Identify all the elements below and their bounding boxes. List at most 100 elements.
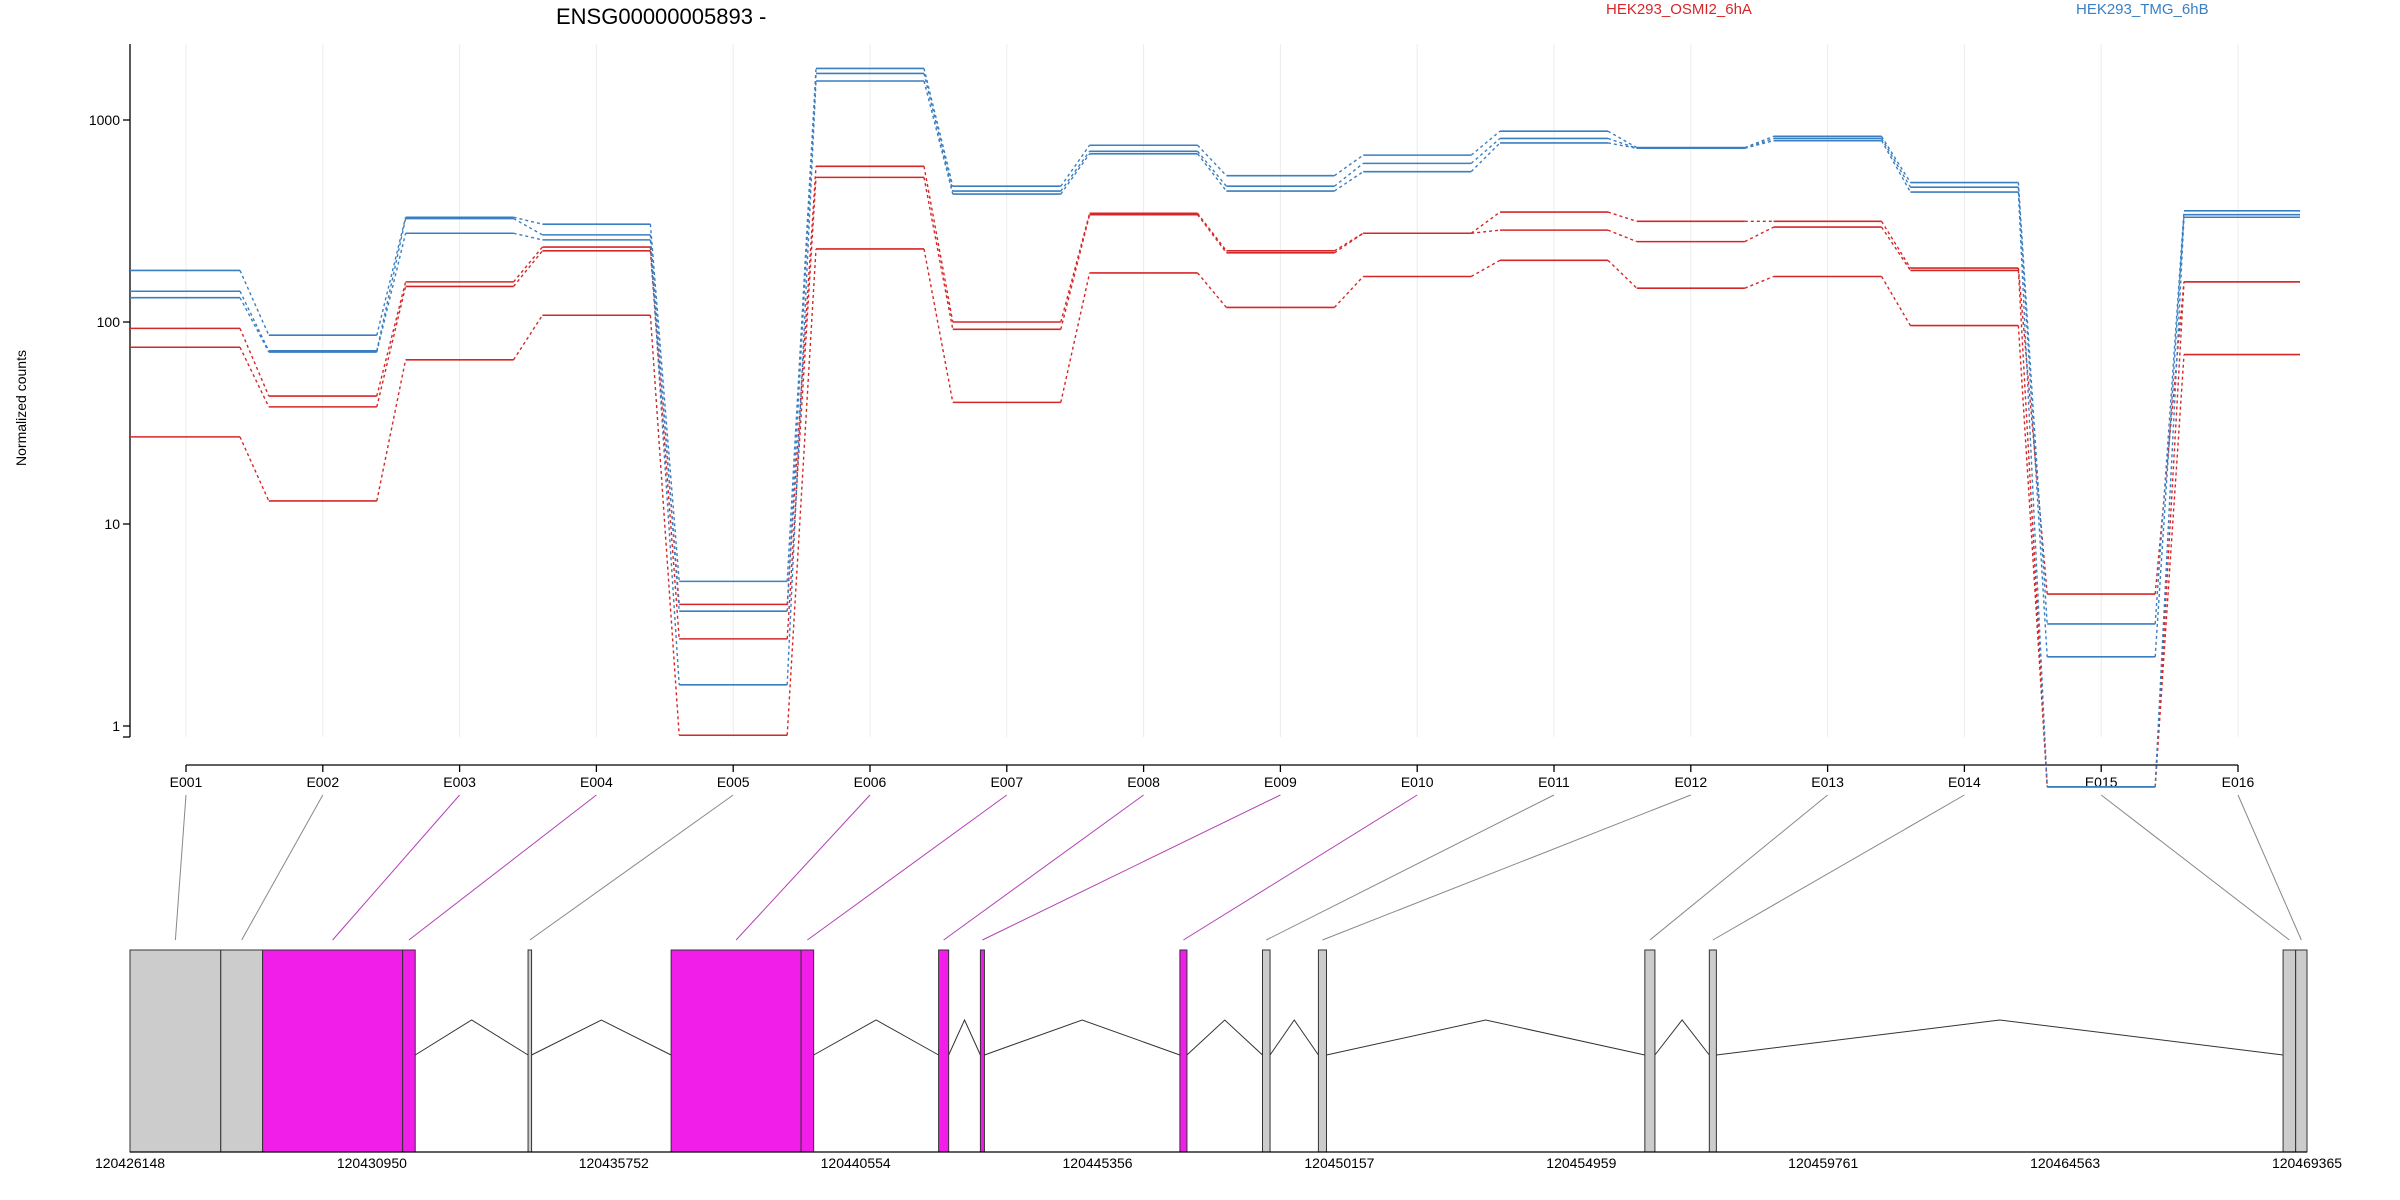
x-tick-label: E007: [990, 774, 1023, 790]
x-tick-label: E003: [443, 774, 476, 790]
data-connector: [1470, 142, 1501, 173]
series-layer: [130, 67, 2300, 788]
y-tick-label: 100: [97, 314, 121, 330]
data-connector: [239, 436, 270, 502]
exon-010: [1179, 949, 1188, 1153]
genomic-tick-label: 120450157: [1304, 1155, 1374, 1171]
data-connector: [376, 218, 407, 351]
data-connector: [923, 177, 954, 330]
data-connector: [1607, 211, 1638, 223]
data-connector: [1881, 226, 1911, 271]
data-connector: [1470, 130, 1501, 156]
legend-label-tmg: HEK293_TMG_6hB: [2076, 1, 2209, 18]
legend-label-osmi2: HEK293_OSMI2_6hA: [1606, 1, 1752, 18]
intron: [1269, 1019, 1319, 1056]
data-connector: [239, 328, 270, 397]
exon-014: [1708, 949, 1717, 1153]
data-connector: [1607, 137, 1638, 149]
exon-016: [2295, 949, 2308, 1153]
data-connector: [2154, 354, 2185, 787]
data-connector: [649, 250, 680, 639]
data-connector: [2154, 281, 2185, 787]
data-connector: [1470, 137, 1501, 164]
y-tick-label: 1: [112, 718, 120, 734]
genomic-tick-label: 120435752: [579, 1155, 649, 1171]
data-connector: [239, 290, 270, 352]
data-connector: [376, 281, 407, 397]
x-tick-label: E006: [854, 774, 887, 790]
exon-013: [1644, 949, 1656, 1153]
data-connector: [513, 314, 543, 361]
exon-011: [1262, 949, 1271, 1153]
data-connector: [2154, 217, 2185, 787]
exon-003: [262, 949, 404, 1153]
series-1: [130, 165, 2300, 606]
intron: [984, 1019, 1181, 1056]
data-connector: [1197, 272, 1227, 308]
genomic-tick-label: 120445356: [1063, 1155, 1133, 1171]
exon-012: [1317, 949, 1327, 1153]
data-connector: [1880, 138, 1912, 188]
data-connector: [513, 232, 543, 241]
exon-connector: [1712, 794, 1965, 941]
series-6: [130, 80, 2300, 788]
data-connector: [1197, 214, 1227, 254]
exon-008: [938, 949, 950, 1153]
grid-layer: [185, 44, 2239, 737]
data-connector: [1060, 144, 1091, 187]
series-4: [130, 67, 2300, 625]
data-connector: [1197, 212, 1227, 252]
x-tick-label: E009: [1264, 774, 1297, 790]
x-tick-label: E010: [1401, 774, 1434, 790]
x-tick-label: E001: [170, 774, 203, 790]
intron: [1716, 1019, 2284, 1056]
exon-connector: [2237, 794, 2302, 941]
data-connector: [1880, 140, 1912, 193]
data-connector: [786, 80, 817, 685]
gene-model: [129, 949, 2308, 1153]
data-connector: [1744, 137, 1774, 149]
data-connector: [1060, 150, 1091, 192]
x-axis: E001 E002 E003 E004 E005 E006 E007 E008 E009 E010…: [170, 764, 2255, 790]
exon-015: [2282, 949, 2297, 1153]
data-connector: [786, 177, 817, 639]
intron: [414, 1019, 529, 1056]
data-connector: [649, 239, 680, 685]
y-tick-label: 1000: [89, 112, 120, 128]
intron: [948, 1018, 981, 1056]
data-connector: [1333, 276, 1364, 308]
y-axis: 1 10 100 1000: [89, 44, 131, 738]
exon-connector: [2100, 794, 2290, 941]
data-connector: [2017, 182, 2048, 625]
x-tick-label: E012: [1674, 774, 1707, 790]
data-connector: [2017, 191, 2048, 787]
exon-connector: [1266, 794, 1555, 941]
intron: [1326, 1019, 1645, 1056]
exon-009: [979, 949, 985, 1153]
exon-005: [527, 949, 533, 1153]
data-connector: [1060, 214, 1091, 330]
data-connector: [649, 224, 680, 582]
x-tick-label: E015: [2085, 774, 2118, 790]
exon-connector: [1649, 794, 1828, 941]
data-connector: [1334, 232, 1364, 252]
data-connector: [923, 248, 954, 403]
data-connector: [376, 233, 407, 353]
data-connector: [2017, 187, 2048, 657]
data-connector: [2154, 214, 2185, 657]
exon-connectors: [174, 794, 2302, 941]
genomic-tick-label: 120426148: [95, 1155, 165, 1171]
data-connector: [1881, 220, 1911, 269]
data-connector: [923, 68, 954, 187]
data-connector: [1060, 153, 1091, 195]
data-connector: [1744, 140, 1774, 149]
exon-connector: [241, 794, 324, 941]
data-connector: [376, 286, 407, 408]
exon-002: [220, 949, 264, 1153]
data-connector: [1607, 259, 1638, 289]
data-connector: [1471, 229, 1501, 234]
x-tick-label: E005: [717, 774, 750, 790]
data-connector: [1197, 150, 1227, 187]
series-3: [130, 248, 2300, 788]
